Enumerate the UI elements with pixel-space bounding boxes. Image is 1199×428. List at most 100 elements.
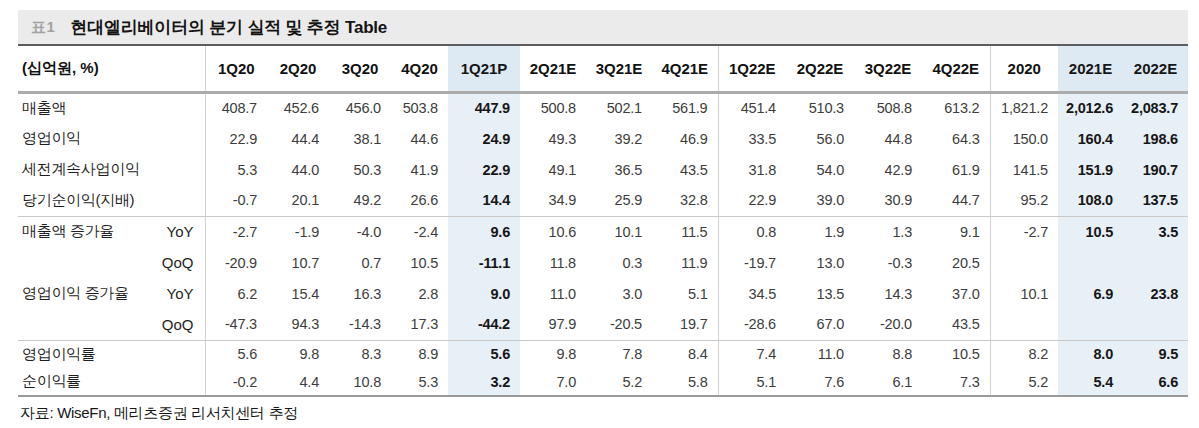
data-cell: 150.0 — [990, 123, 1058, 154]
row-label-cell: 당기순이익(지배) — [18, 185, 205, 216]
row-label: 세전계속사업이익 — [18, 160, 140, 179]
data-cell: 452.6 — [267, 92, 329, 123]
row-label-cell: 영업이익 증가율YoY — [18, 278, 205, 309]
data-cell: 56.0 — [786, 123, 854, 154]
data-cell: 9.0 — [448, 278, 520, 309]
table-row: 매출액408.7452.6456.0503.8447.9500.8502.156… — [18, 92, 1188, 123]
data-cell: 198.6 — [1123, 123, 1188, 154]
table-row: QoQ-20.910.70.710.5-11.111.80.311.9-19.7… — [18, 247, 1188, 278]
data-cell: 36.5 — [586, 154, 652, 185]
row-label: 영업이익 — [18, 129, 81, 148]
data-cell: 34.5 — [718, 278, 786, 309]
data-cell: 11.0 — [520, 278, 586, 309]
row-label: 당기순이익(지배) — [18, 191, 134, 210]
data-cell: 6.1 — [854, 368, 922, 396]
data-cell: 141.5 — [990, 154, 1058, 185]
table-row: 당기순이익(지배)-0.720.149.226.614.434.925.932.… — [18, 185, 1188, 216]
data-cell: 1.3 — [854, 216, 922, 247]
data-cell: 26.6 — [391, 185, 448, 216]
data-cell: 4.4 — [267, 368, 329, 396]
data-cell — [1058, 247, 1123, 278]
data-cell: 0.7 — [329, 247, 391, 278]
data-cell: -0.2 — [205, 368, 267, 396]
table-row: 영업이익22.944.438.144.624.949.339.246.933.5… — [18, 123, 1188, 154]
data-cell: 613.2 — [922, 92, 990, 123]
data-cell: -44.2 — [448, 309, 520, 340]
data-cell: 5.6 — [205, 340, 267, 368]
row-sublabel: QoQ — [162, 254, 205, 271]
data-cell: 44.8 — [854, 123, 922, 154]
data-cell: 1.9 — [786, 216, 854, 247]
unit-label: (십억원, %) — [18, 46, 205, 92]
data-cell: 42.9 — [854, 154, 922, 185]
data-cell: 20.5 — [922, 247, 990, 278]
data-cell: 94.3 — [267, 309, 329, 340]
data-cell: 34.9 — [520, 185, 586, 216]
data-cell — [1123, 247, 1188, 278]
data-cell: 5.1 — [652, 278, 718, 309]
row-label: 매출액 증가율 — [18, 222, 114, 241]
data-cell: 39.0 — [786, 185, 854, 216]
table-number-tag: 표1 — [31, 18, 55, 37]
data-cell: 0.3 — [586, 247, 652, 278]
data-cell: 16.3 — [329, 278, 391, 309]
row-label-cell: 순이익률 — [18, 368, 205, 396]
data-cell: -0.7 — [205, 185, 267, 216]
table-title-bar: 표1 현대엘리베이터의 분기 실적 및 추정 Table — [18, 10, 1188, 46]
table-row: 매출액 증가율YoY-2.7-1.9-4.0-2.49.610.610.111.… — [18, 216, 1188, 247]
data-cell: 44.4 — [267, 123, 329, 154]
data-cell: 30.9 — [854, 185, 922, 216]
data-cell: 9.8 — [267, 340, 329, 368]
data-cell: 5.3 — [205, 154, 267, 185]
row-label-cell: QoQ — [18, 309, 205, 340]
data-cell: 8.0 — [1058, 340, 1123, 368]
data-cell: 22.9 — [448, 154, 520, 185]
data-cell: 20.1 — [267, 185, 329, 216]
data-cell: 5.2 — [586, 368, 652, 396]
column-header: 2Q20 — [267, 46, 329, 92]
data-cell: 19.7 — [652, 309, 718, 340]
data-cell: 5.3 — [391, 368, 448, 396]
data-cell — [990, 247, 1058, 278]
data-cell: 9.5 — [1123, 340, 1188, 368]
data-cell: -1.9 — [267, 216, 329, 247]
row-label: 매출액 — [18, 99, 66, 118]
data-cell: -20.5 — [586, 309, 652, 340]
data-cell: -19.7 — [718, 247, 786, 278]
data-cell: -2.7 — [990, 216, 1058, 247]
data-cell: 500.8 — [520, 92, 586, 123]
data-cell: 7.0 — [520, 368, 586, 396]
data-cell: 11.5 — [652, 216, 718, 247]
data-cell: 5.4 — [1058, 368, 1123, 396]
data-cell: 44.7 — [922, 185, 990, 216]
data-cell: 33.5 — [718, 123, 786, 154]
data-cell: 7.3 — [922, 368, 990, 396]
data-cell: 9.1 — [922, 216, 990, 247]
table-row: 영업이익률5.69.88.38.95.69.87.88.47.411.08.81… — [18, 340, 1188, 368]
table-row: 세전계속사업이익5.344.050.341.922.949.136.543.53… — [18, 154, 1188, 185]
column-header: 4Q20 — [391, 46, 448, 92]
data-cell: 11.0 — [786, 340, 854, 368]
data-cell: 8.8 — [854, 340, 922, 368]
data-cell: 13.0 — [786, 247, 854, 278]
data-cell: 22.9 — [718, 185, 786, 216]
data-cell: 2,083.7 — [1123, 92, 1188, 123]
row-label: 영업이익 증가율 — [18, 284, 129, 303]
data-cell: 7.6 — [786, 368, 854, 396]
data-cell: 3.0 — [586, 278, 652, 309]
column-header: 3Q21E — [586, 46, 652, 92]
row-label-cell: 영업이익률 — [18, 340, 205, 368]
data-cell: 24.9 — [448, 123, 520, 154]
data-cell: 49.3 — [520, 123, 586, 154]
data-cell: 67.0 — [786, 309, 854, 340]
data-cell: 5.1 — [718, 368, 786, 396]
table-row: 순이익률-0.24.410.85.33.27.05.25.85.17.66.17… — [18, 368, 1188, 396]
data-cell: 32.8 — [652, 185, 718, 216]
data-cell: 15.4 — [267, 278, 329, 309]
data-cell: 49.1 — [520, 154, 586, 185]
data-cell: 510.3 — [786, 92, 854, 123]
data-cell: 5.6 — [448, 340, 520, 368]
table-row: QoQ-47.394.3-14.317.3-44.297.9-20.519.7-… — [18, 309, 1188, 340]
column-header: 2020 — [990, 46, 1058, 92]
table-title: 현대엘리베이터의 분기 실적 및 추정 Table — [70, 16, 387, 39]
